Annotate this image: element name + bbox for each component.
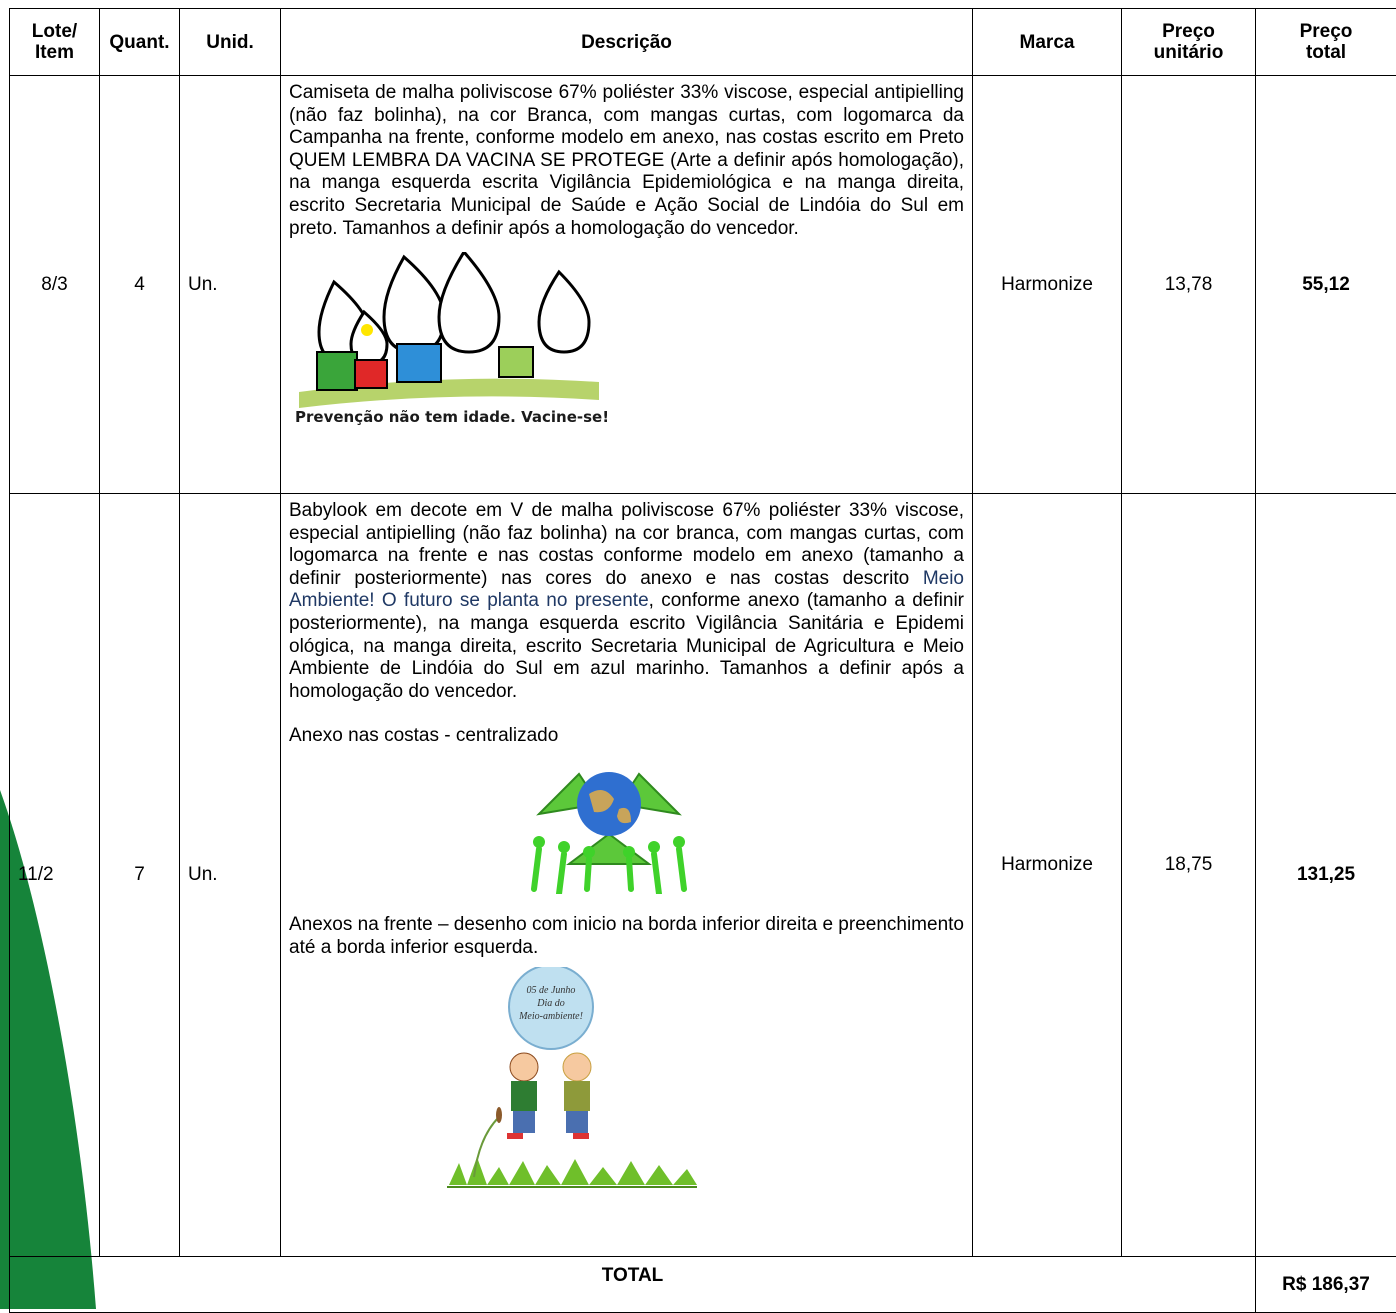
description: Camiseta de malha poliviscose 67% poliés… [281,76,973,494]
row: 11/2 7 Un. Babylook em decote em V de ma… [10,494,1396,1257]
price-table: Lote/ Item Quant. Unid. Descrição Marca … [9,8,1396,1313]
header: Preço unitário [1122,9,1256,76]
unid: Un. [180,494,281,1257]
environment-day-image: 05 de Junho Dia do Meio-ambiente! [439,967,709,1189]
header: Unid. [180,9,281,76]
description: Babylook em decote em V de malha polivis… [281,494,973,1257]
header: Descrição [281,9,973,76]
image-text: 05 de Junho [527,985,576,996]
lote-item: 11/2 [10,494,100,1257]
row: 8/3 4 Un. Camiseta de malha poliviscose … [10,76,1396,494]
preco-unitario: 18,75 [1122,494,1256,1257]
quant: 7 [100,494,180,1257]
marca: Harmonize [973,494,1122,1257]
campaign-logo: Prevenção não tem idade. Vacine-se! [289,252,609,430]
preco-total: 131,25 [1256,494,1396,1257]
text: Babylook em decote em V de malha polivis… [289,500,964,589]
total-row: TOTAL R$ 186,37 [10,1257,1396,1313]
header-row: Lote/ Item Quant. Unid. Descrição Marca … [10,9,1396,76]
annex-label: Anexo nas costas - centralizado [289,725,964,748]
image-text: Meio-ambiente! [518,1011,583,1022]
description-text: Babylook em decote em V de malha polivis… [289,500,964,703]
image-caption: Prevenção não tem idade. Vacine-se! [295,408,609,426]
lote-item: 8/3 [10,76,100,494]
description-text: Camiseta de malha poliviscose 67% poliés… [289,82,964,240]
total-value: R$ 186,37 [1256,1257,1396,1313]
image-text: Dia do [536,998,565,1009]
unid: Un. [180,76,281,494]
header: Lote/ Item [10,9,100,76]
preco-unitario: 13,78 [1122,76,1256,494]
annex-label: Anexos na frente – desenho com inicio na… [289,914,964,959]
header: Marca [973,9,1122,76]
marca: Harmonize [973,76,1122,494]
total-label: TOTAL [10,1257,1256,1313]
header: Quant. [100,9,180,76]
recycle-image [519,754,699,894]
quant: 4 [100,76,180,494]
header: Preço total [1256,9,1396,76]
preco-total: 55,12 [1256,76,1396,494]
